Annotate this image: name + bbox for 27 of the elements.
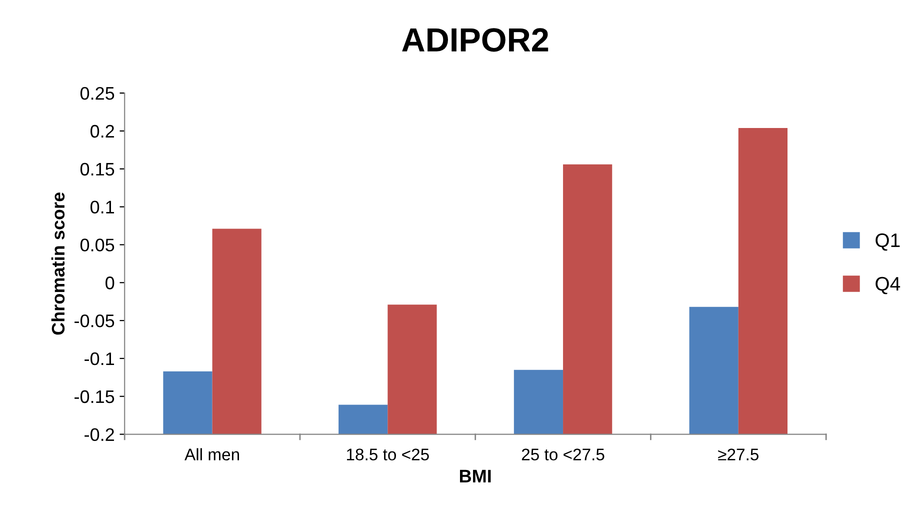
bar — [738, 128, 788, 434]
y-tick-label: 0 — [106, 276, 114, 290]
legend-label: Q1 — [876, 233, 900, 251]
x-tick-label: All men — [184, 448, 239, 460]
bar — [338, 404, 388, 434]
bar — [563, 164, 612, 434]
bar — [514, 370, 564, 434]
y-tick-label: 0.2 — [90, 124, 114, 138]
bar — [212, 228, 262, 434]
y-tick-label: -0.2 — [84, 428, 114, 441]
bar — [163, 371, 212, 434]
legend-label: Q4 — [876, 276, 900, 294]
bar — [388, 304, 437, 434]
y-tick-label: 0.1 — [90, 200, 114, 214]
x-tick-label: ≥27.5 — [718, 448, 758, 460]
chart-title: ADIPOR2 — [402, 28, 548, 52]
bar — [689, 306, 738, 434]
y-tick-label: 0.25 — [80, 86, 114, 100]
x-tick-label: 25 to <27.5 — [522, 448, 604, 460]
y-axis-title: Chromatin score — [51, 192, 65, 335]
y-tick-label: -0.15 — [74, 390, 114, 404]
y-tick-label: -0.1 — [84, 352, 114, 366]
x-tick-label: 18.5 to <25 — [347, 448, 429, 460]
y-tick-label: 0.05 — [80, 238, 114, 252]
y-tick-label: -0.05 — [74, 314, 114, 328]
x-axis-title: BMI — [460, 470, 491, 482]
y-tick-label: 0.15 — [80, 162, 114, 176]
